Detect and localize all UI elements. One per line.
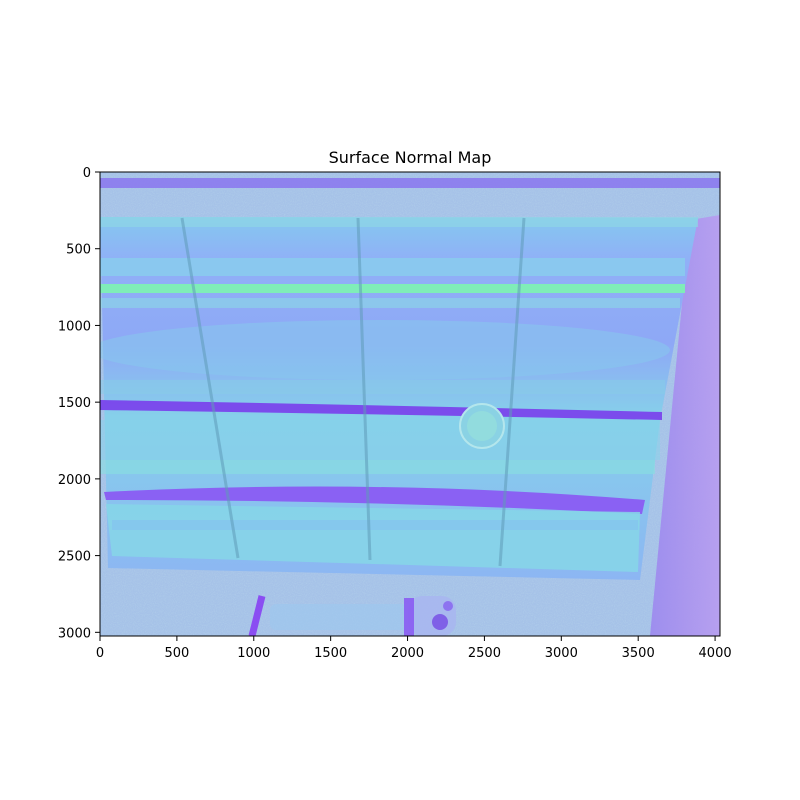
plot-frame bbox=[99, 171, 721, 637]
y-tick-label: 1500 bbox=[58, 396, 91, 411]
x-tick-label: 2000 bbox=[391, 646, 424, 661]
y-axis: 0 500 1000 1500 2000 2500 3000 bbox=[58, 166, 100, 641]
y-tick-label: 0 bbox=[83, 166, 91, 181]
x-tick-label: 2500 bbox=[468, 646, 501, 661]
x-axis: 0 500 1000 1500 2000 2500 3000 3500 4000 bbox=[96, 636, 732, 661]
y-tick-label: 2000 bbox=[58, 473, 91, 488]
x-tick-label: 3500 bbox=[622, 646, 655, 661]
x-tick-label: 1500 bbox=[314, 646, 347, 661]
normal-map-image bbox=[100, 172, 720, 636]
y-tick-label: 2500 bbox=[58, 550, 91, 565]
chart-title: Surface Normal Map bbox=[329, 148, 492, 167]
y-tick-label: 1000 bbox=[58, 319, 91, 334]
x-tick-label: 3000 bbox=[545, 646, 578, 661]
x-tick-label: 1000 bbox=[237, 646, 270, 661]
y-tick-label: 500 bbox=[66, 243, 91, 258]
x-tick-label: 500 bbox=[164, 646, 189, 661]
y-tick-label: 3000 bbox=[58, 626, 91, 641]
x-tick-label: 4000 bbox=[699, 646, 732, 661]
x-tick-label: 0 bbox=[96, 646, 104, 661]
